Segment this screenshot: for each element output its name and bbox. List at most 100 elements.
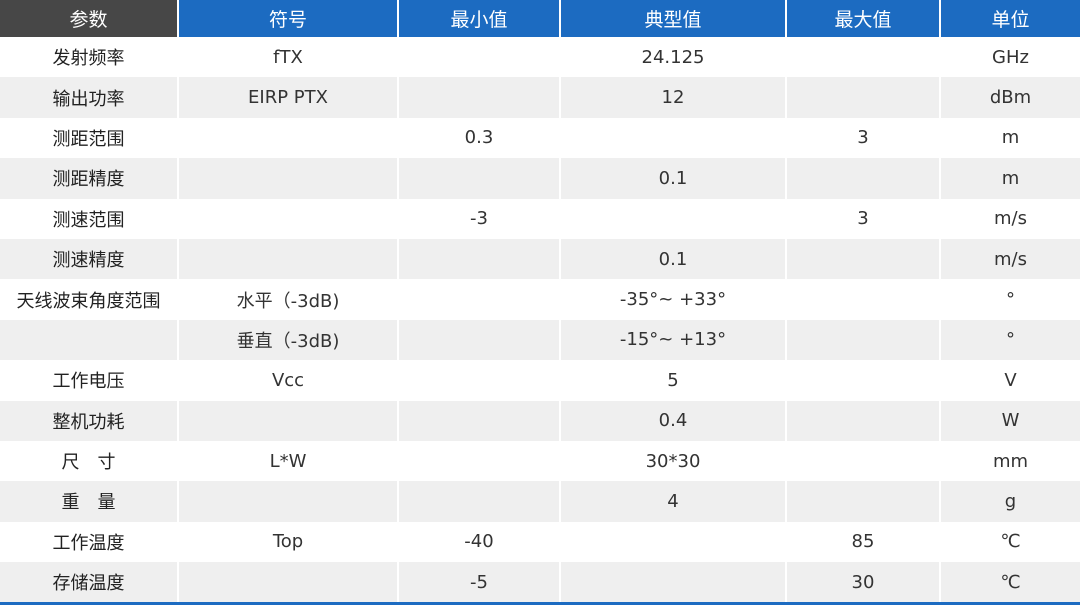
cell-param: 尺 寸 bbox=[0, 440, 179, 482]
cell-unit: dBm bbox=[940, 77, 1080, 118]
cell-typical bbox=[560, 521, 787, 563]
header-min: 最小值 bbox=[398, 0, 561, 37]
cell-typical bbox=[560, 198, 787, 239]
cell-max bbox=[786, 37, 941, 78]
cell-min bbox=[398, 440, 561, 482]
table-bottom-border bbox=[0, 602, 1080, 605]
cell-min bbox=[398, 279, 561, 320]
cell-typical: 30*30 bbox=[560, 440, 787, 482]
table-row: 发射频率 fTX 24.125 GHz bbox=[0, 37, 1080, 78]
cell-unit: m/s bbox=[940, 238, 1080, 280]
table-row: 输出功率 EIRP PTX 12 dBm bbox=[0, 77, 1080, 118]
cell-typical bbox=[560, 117, 787, 159]
table-row: 工作温度 Top -40 85 ℃ bbox=[0, 521, 1080, 563]
cell-symbol bbox=[178, 481, 399, 522]
cell-min bbox=[398, 360, 561, 401]
cell-min bbox=[398, 238, 561, 280]
cell-symbol bbox=[178, 158, 399, 199]
cell-symbol: L*W bbox=[178, 440, 399, 482]
cell-symbol bbox=[178, 198, 399, 239]
cell-typical: 0.1 bbox=[560, 158, 787, 199]
header-param: 参数 bbox=[0, 0, 179, 37]
cell-symbol: 垂直（-3dB) bbox=[178, 319, 399, 361]
cell-min bbox=[398, 158, 561, 199]
cell-max bbox=[786, 440, 941, 482]
cell-unit: ℃ bbox=[940, 562, 1080, 603]
table-row: 测速范围 -3 3 m/s bbox=[0, 198, 1080, 239]
cell-typical: -15°~ +13° bbox=[560, 319, 787, 361]
cell-unit: ° bbox=[940, 319, 1080, 361]
cell-max bbox=[786, 238, 941, 280]
table-row: 测距范围 0.3 3 m bbox=[0, 117, 1080, 159]
cell-symbol: fTX bbox=[178, 37, 399, 78]
cell-unit: ℃ bbox=[940, 521, 1080, 563]
cell-max bbox=[786, 481, 941, 522]
table-row: 垂直（-3dB) -15°~ +13° ° bbox=[0, 319, 1080, 361]
table-row: 测速精度 0.1 m/s bbox=[0, 238, 1080, 280]
cell-param: 输出功率 bbox=[0, 77, 179, 118]
cell-param: 存储温度 bbox=[0, 562, 179, 603]
cell-typical: 0.1 bbox=[560, 238, 787, 280]
cell-typical: 24.125 bbox=[560, 37, 787, 78]
cell-symbol: 水平（-3dB) bbox=[178, 279, 399, 320]
cell-max bbox=[786, 400, 941, 441]
cell-max bbox=[786, 360, 941, 401]
cell-max bbox=[786, 77, 941, 118]
cell-typical: 4 bbox=[560, 481, 787, 522]
cell-symbol bbox=[178, 400, 399, 441]
cell-unit: GHz bbox=[940, 37, 1080, 78]
header-symbol: 符号 bbox=[178, 0, 399, 37]
cell-param: 重 量 bbox=[0, 481, 179, 522]
cell-symbol bbox=[178, 238, 399, 280]
cell-symbol: Top bbox=[178, 521, 399, 563]
table-row: 天线波束角度范围 水平（-3dB) -35°~ +33° ° bbox=[0, 279, 1080, 320]
cell-symbol bbox=[178, 117, 399, 159]
cell-min: -40 bbox=[398, 521, 561, 563]
cell-min: -5 bbox=[398, 562, 561, 603]
table-body: 发射频率 fTX 24.125 GHz 输出功率 EIRP PTX 12 dBm 测距范围 0.3… bbox=[0, 37, 1080, 603]
cell-unit: m/s bbox=[940, 198, 1080, 239]
cell-param: 工作温度 bbox=[0, 521, 179, 563]
cell-param: 整机功耗 bbox=[0, 400, 179, 441]
table-row: 工作电压 Vcc 5 V bbox=[0, 360, 1080, 401]
cell-unit: m bbox=[940, 117, 1080, 159]
table-row: 重 量 4 g bbox=[0, 481, 1080, 522]
cell-param: 天线波束角度范围 bbox=[0, 279, 179, 320]
cell-typical: -35°~ +33° bbox=[560, 279, 787, 320]
cell-symbol bbox=[178, 562, 399, 603]
header-typical: 典型值 bbox=[560, 0, 787, 37]
cell-max bbox=[786, 319, 941, 361]
cell-min: 0.3 bbox=[398, 117, 561, 159]
cell-param: 测距精度 bbox=[0, 158, 179, 199]
cell-typical: 5 bbox=[560, 360, 787, 401]
cell-param: 发射频率 bbox=[0, 37, 179, 78]
cell-param: 工作电压 bbox=[0, 360, 179, 401]
cell-min bbox=[398, 319, 561, 361]
cell-typical: 0.4 bbox=[560, 400, 787, 441]
cell-unit: ° bbox=[940, 279, 1080, 320]
cell-min bbox=[398, 77, 561, 118]
cell-max: 85 bbox=[786, 521, 941, 563]
cell-unit: g bbox=[940, 481, 1080, 522]
cell-min bbox=[398, 400, 561, 441]
cell-max bbox=[786, 279, 941, 320]
cell-unit: V bbox=[940, 360, 1080, 401]
table-row: 整机功耗 0.4 W bbox=[0, 400, 1080, 441]
header-unit: 单位 bbox=[940, 0, 1080, 37]
cell-max bbox=[786, 158, 941, 199]
cell-min bbox=[398, 481, 561, 522]
table-header: 参数 符号 最小值 典型值 最大值 单位 bbox=[0, 0, 1080, 37]
cell-typical: 12 bbox=[560, 77, 787, 118]
cell-unit: mm bbox=[940, 440, 1080, 482]
cell-min: -3 bbox=[398, 198, 561, 239]
cell-symbol: Vcc bbox=[178, 360, 399, 401]
header-row: 参数 符号 最小值 典型值 最大值 单位 bbox=[0, 0, 1080, 37]
cell-max: 3 bbox=[786, 117, 941, 159]
table-row: 尺 寸 L*W 30*30 mm bbox=[0, 440, 1080, 482]
header-max: 最大值 bbox=[786, 0, 941, 37]
table-row: 存储温度 -5 30 ℃ bbox=[0, 562, 1080, 603]
cell-max: 30 bbox=[786, 562, 941, 603]
cell-param bbox=[0, 319, 179, 361]
cell-param: 测速精度 bbox=[0, 238, 179, 280]
cell-unit: W bbox=[940, 400, 1080, 441]
